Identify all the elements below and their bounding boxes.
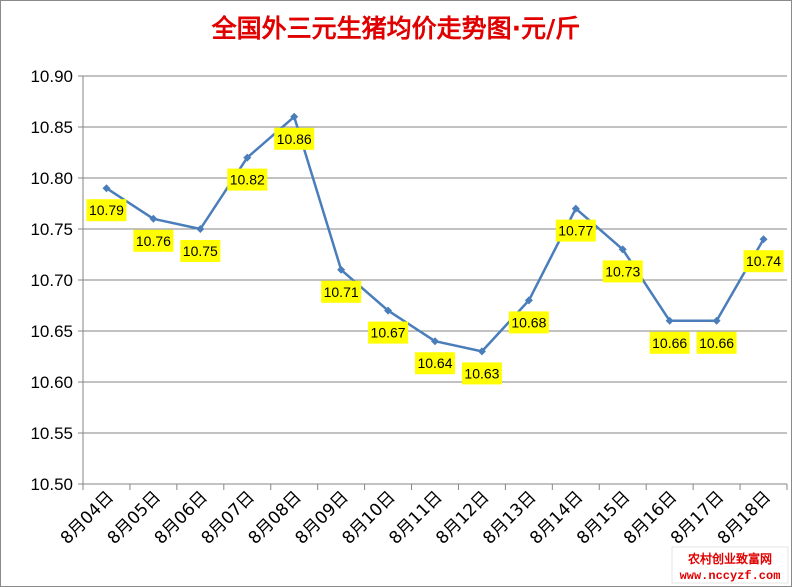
data-point <box>196 225 205 233</box>
data-label: 10.66 <box>699 335 734 351</box>
data-label: 10.79 <box>89 202 124 218</box>
data-point <box>337 265 346 274</box>
y-tick-label: 10.75 <box>30 220 73 239</box>
data-label: 10.73 <box>605 263 640 279</box>
y-axis: 10.50 10.55 10.60 10.65 10.70 10.75 10.80 10.85… <box>30 67 84 494</box>
data-point <box>618 245 627 254</box>
data-label-bg <box>86 199 127 222</box>
y-tick-label: 10.60 <box>30 373 73 392</box>
data-point <box>102 184 111 193</box>
y-tick-label: 10.85 <box>30 118 73 137</box>
gridlines <box>78 75 787 485</box>
data-point <box>243 153 252 162</box>
data-label-bg <box>461 362 502 385</box>
data-label: 10.74 <box>746 253 781 269</box>
data-label-bg <box>133 229 174 252</box>
y-tick-label: 10.65 <box>30 322 73 341</box>
y-tick-label: 10.50 <box>30 475 73 494</box>
data-point <box>571 204 580 213</box>
data-label: 10.75 <box>183 243 218 259</box>
data-label-bg <box>415 352 455 375</box>
data-label-bg <box>321 280 362 303</box>
data-label: 10.66 <box>652 335 687 351</box>
data-point <box>431 337 439 346</box>
y-tick-label: 10.70 <box>30 271 73 290</box>
data-point <box>665 316 674 325</box>
data-label: 10.67 <box>371 325 406 341</box>
data-label: 10.63 <box>464 365 499 381</box>
watermark-text: 农村创业致富网 <box>687 551 772 566</box>
data-label: 10.68 <box>511 314 546 330</box>
y-tick-label: 10.55 <box>30 424 73 443</box>
data-label: 10.82 <box>230 172 265 188</box>
data-label-bg <box>649 331 690 354</box>
data-label: 10.76 <box>136 233 171 249</box>
x-axis: 8月04日8月05日8月06日8月07日8月08日8月09日8月10日8月11日… <box>57 483 788 549</box>
data-label-bg <box>508 311 549 334</box>
data-label-bg <box>696 331 737 354</box>
data-label: 10.71 <box>324 284 359 300</box>
data-labels: 10.79 10.76 10.75 10.82 10.86 10.71 10.67 10.64… <box>86 127 784 385</box>
data-point <box>290 112 299 121</box>
data-label: 10.77 <box>558 223 593 239</box>
y-tick-label: 10.90 <box>30 67 73 86</box>
data-label-bg <box>602 260 643 283</box>
data-point <box>759 235 768 244</box>
y-tick-label: 10.80 <box>30 169 73 188</box>
data-label-bg <box>368 321 409 344</box>
watermark: 农村创业致富网 www.nccyzf.com <box>671 546 789 584</box>
data-label: 10.86 <box>277 131 312 147</box>
series-line <box>102 112 768 356</box>
data-point <box>477 347 486 356</box>
data-label-bg <box>227 168 268 191</box>
watermark-box <box>671 546 789 584</box>
data-label: 10.64 <box>417 355 452 371</box>
data-point <box>524 296 533 305</box>
chart-title: 全国外三元生猪均价走势图·元/斤 <box>211 14 581 43</box>
data-label-bg <box>555 219 596 242</box>
data-point <box>149 214 158 223</box>
data-point <box>384 306 393 315</box>
series-path <box>105 115 765 353</box>
data-label-bg <box>743 250 784 273</box>
data-label-bg <box>180 240 221 262</box>
watermark-url: www.nccyzf.com <box>680 569 781 583</box>
data-point <box>712 316 721 325</box>
data-label-bg <box>274 127 315 150</box>
